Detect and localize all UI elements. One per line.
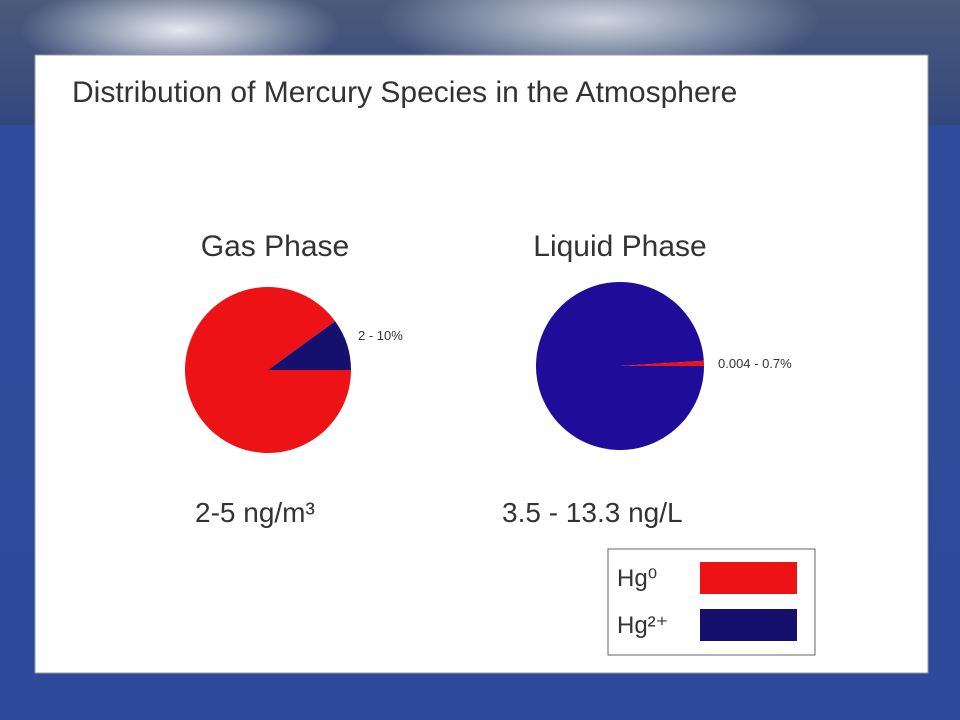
legend-label: Hg²⁺ — [617, 612, 668, 639]
legend-swatch — [700, 609, 797, 641]
slide-title: Distribution of Mercury Species in the A… — [72, 76, 737, 109]
pie-slice — [185, 286, 351, 453]
slice-annotation: 0.004 - 0.7% — [718, 356, 792, 371]
pie-slice — [268, 321, 351, 370]
pie-slice — [620, 360, 704, 366]
slice-annotation: 2 - 10% — [358, 328, 403, 343]
legend-label: Hg⁰ — [617, 565, 657, 592]
legend-swatch — [700, 562, 797, 594]
pie-title: Liquid Phase — [533, 230, 706, 263]
concentration-caption: 3.5 - 13.3 ng/L — [502, 497, 683, 528]
pie-slice — [536, 282, 705, 451]
concentration-caption: 2-5 ng/m³ — [195, 497, 315, 528]
pie-title: Gas Phase — [201, 230, 349, 263]
